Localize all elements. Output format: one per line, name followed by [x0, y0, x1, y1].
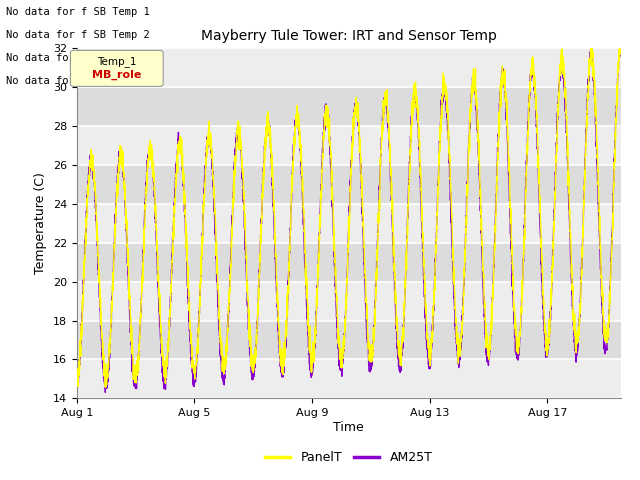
Text: No data for f  Temp 2: No data for f Temp 2 — [6, 76, 138, 86]
Bar — [77, 48, 621, 87]
Text: No data for f  Temp 1: No data for f Temp 1 — [6, 53, 138, 63]
Bar — [77, 126, 621, 165]
X-axis label: Time: Time — [333, 421, 364, 434]
Bar — [77, 360, 621, 398]
Bar — [77, 204, 621, 243]
Bar — [77, 282, 621, 321]
Text: No data for f SB Temp 2: No data for f SB Temp 2 — [6, 30, 150, 40]
Y-axis label: Temperature (C): Temperature (C) — [35, 172, 47, 274]
Title: Mayberry Tule Tower: IRT and Sensor Temp: Mayberry Tule Tower: IRT and Sensor Temp — [201, 29, 497, 43]
Text: MB_role: MB_role — [92, 70, 141, 80]
Text: Temp_1: Temp_1 — [97, 56, 136, 67]
Text: No data for f SB Temp 1: No data for f SB Temp 1 — [6, 7, 150, 17]
Legend: PanelT, AM25T: PanelT, AM25T — [260, 446, 437, 469]
